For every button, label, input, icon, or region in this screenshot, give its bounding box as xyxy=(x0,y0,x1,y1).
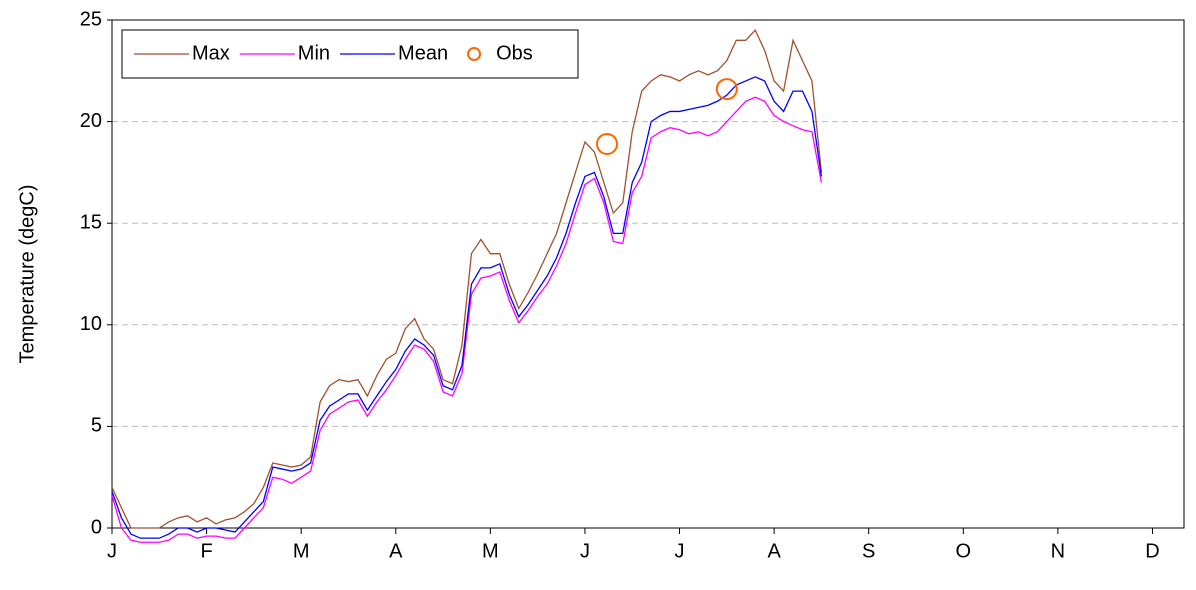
x-tick-label: A xyxy=(389,540,403,562)
legend-marker xyxy=(467,47,482,61)
x-tick-label: S xyxy=(862,540,875,562)
x-tick-label: J xyxy=(580,540,590,562)
y-tick-label: 15 xyxy=(80,211,102,233)
x-tick-label: F xyxy=(200,540,212,562)
y-tick-label: 25 xyxy=(80,8,102,30)
x-tick-label: N xyxy=(1051,540,1065,562)
x-tick-label: A xyxy=(767,540,781,562)
plot-frame xyxy=(111,19,1185,529)
line-series xyxy=(111,76,823,539)
line-series xyxy=(111,96,823,543)
legend-label: Max xyxy=(192,42,230,64)
x-tick-label: J xyxy=(675,540,685,562)
line-series xyxy=(111,29,823,529)
obs-point xyxy=(715,78,738,101)
legend-label: Obs xyxy=(496,42,533,64)
y-tick-label: 20 xyxy=(80,110,102,132)
x-tick-label: M xyxy=(293,540,310,562)
y-tick-label: 10 xyxy=(80,313,102,335)
y-tick-label: 0 xyxy=(91,516,102,538)
x-tick-label: D xyxy=(1145,540,1159,562)
y-axis-label: Temperature (degC) xyxy=(16,185,38,364)
x-tick-label: M xyxy=(482,540,499,562)
obs-point xyxy=(596,132,619,155)
legend-label: Min xyxy=(298,42,330,64)
x-tick-label: O xyxy=(956,540,972,562)
legend-label: Mean xyxy=(398,42,448,64)
x-tick-label: J xyxy=(107,540,117,562)
y-tick-label: 5 xyxy=(91,415,102,437)
